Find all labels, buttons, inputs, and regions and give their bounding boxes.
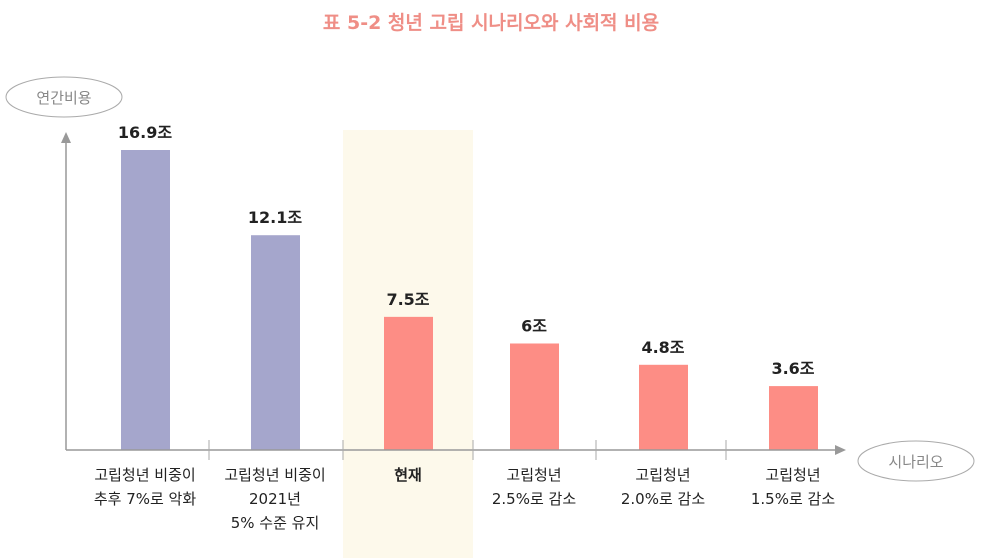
category-label: 고립청년 비중이 2021년 5% 수준 유지 bbox=[224, 466, 326, 532]
y-axis-label: 연간비용 bbox=[36, 89, 91, 107]
data-label: 12.1조 bbox=[248, 208, 302, 227]
category-label: 현재 bbox=[394, 466, 422, 484]
bar bbox=[639, 364, 688, 450]
data-label: 4.8조 bbox=[641, 338, 684, 357]
bar bbox=[384, 316, 433, 450]
x-axis-arrow-icon bbox=[835, 445, 846, 455]
bar bbox=[510, 343, 559, 450]
category-label: 고립청년 1.5%로 감소 bbox=[750, 466, 836, 508]
chart-title: 표 5-2 청년 고립 시나리오와 사회적 비용 bbox=[322, 12, 660, 34]
x-axis-label: 시나리오 bbox=[888, 453, 943, 471]
category-label: 고립청년 비중이 추후 7%로 악화 bbox=[93, 466, 197, 508]
data-label: 7.5조 bbox=[386, 290, 429, 309]
y-axis-arrow-icon bbox=[61, 132, 71, 143]
category-label: 고립청년 2.0%로 감소 bbox=[620, 466, 706, 508]
category-label: 고립청년 2.5%로 감소 bbox=[491, 466, 577, 508]
bar bbox=[251, 235, 300, 450]
bar bbox=[769, 386, 818, 450]
x-label-ellipse bbox=[857, 440, 975, 482]
data-label: 3.6조 bbox=[771, 359, 814, 378]
data-label: 16.9조 bbox=[118, 123, 172, 142]
bar bbox=[121, 150, 170, 450]
data-label: 6조 bbox=[521, 316, 547, 335]
y-label-ellipse bbox=[5, 76, 123, 118]
